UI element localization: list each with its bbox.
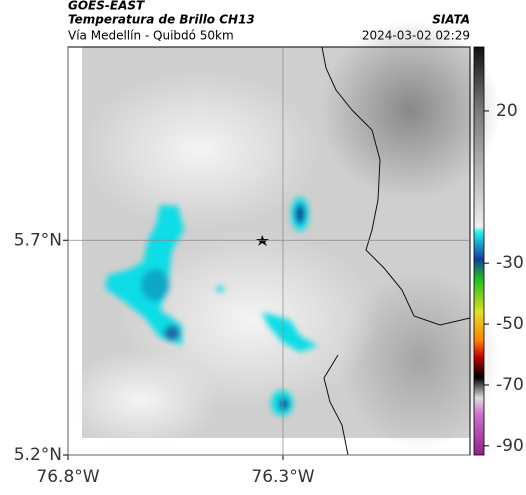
colorbar-tick-label: 20 — [496, 101, 518, 121]
colorbar-tick-label: -90 — [496, 436, 524, 456]
subtitle: Temperatura de Brillo CH13 — [68, 13, 255, 27]
route: Vía Medellín - Quibdó 50km — [68, 29, 234, 43]
x-tick-label: 76.3°W — [251, 467, 314, 487]
satellite-image — [60, 20, 500, 456]
colorbar — [473, 46, 485, 456]
colorbar-tick-label: -50 — [496, 314, 524, 334]
source: SIATA — [432, 13, 470, 27]
x-tick-label: 76.8°W — [36, 467, 99, 487]
y-tick-label: 5.2°N — [14, 445, 62, 465]
y-tick-label: 5.7°N — [14, 230, 62, 250]
title: GOES-EAST — [68, 0, 145, 13]
colorbar-tick-label: -30 — [496, 253, 524, 273]
colorbar-tick-label: -70 — [496, 375, 524, 395]
